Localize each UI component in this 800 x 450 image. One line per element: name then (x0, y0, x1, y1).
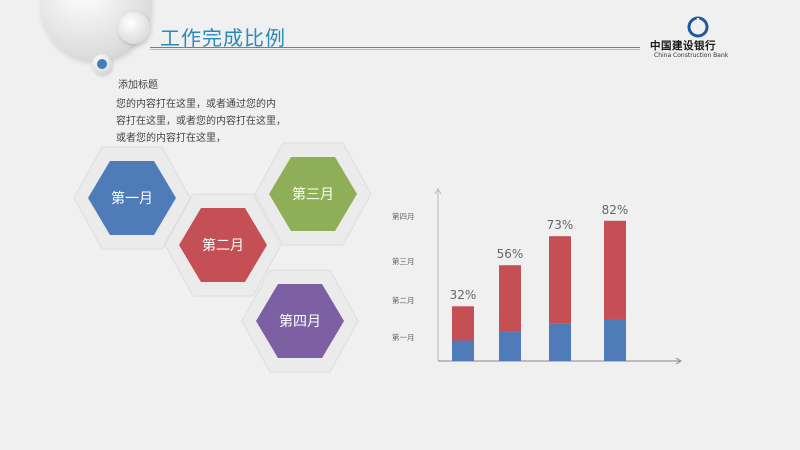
y-tick-label: 第三月 (392, 257, 415, 266)
title-divider-secondary (150, 49, 640, 50)
hexagon-label: 第一月 (111, 191, 153, 207)
bar-segment (604, 220, 626, 320)
hexagon-label: 第四月 (279, 314, 321, 330)
bar-segment (549, 323, 571, 361)
hexagon-month-1: 第一月 (72, 145, 192, 251)
bar-segment (549, 236, 571, 324)
body-line: 或者您的内容打在这里， (116, 133, 226, 144)
y-tick-label: 第二月 (392, 296, 415, 305)
body-text: 您的内容打在这里，或者通过您的内 容打在这里，或者您的内容打在这里， 或者您的内… (116, 96, 316, 147)
hexagon-shape (164, 193, 282, 297)
hexagon-shape (73, 146, 191, 250)
bar-segment (604, 319, 626, 361)
hexagon-month-2: 第二月 (163, 192, 283, 298)
bar-value-label: 73% (546, 218, 574, 233)
body-line: 容打在这里，或者您的内容打在这里， (116, 116, 286, 127)
hexagon-shape (241, 269, 359, 373)
x-axis-arrow (675, 357, 682, 365)
bank-logo-icon (687, 16, 709, 38)
y-axis-arrow (434, 188, 442, 195)
chart-svg (434, 188, 682, 365)
bank-name-cn: 中国建设银行 (650, 40, 716, 52)
decorative-circle-medium (118, 12, 150, 44)
title-divider (150, 47, 640, 48)
title-area: 工作完成比例 (160, 22, 620, 51)
page-title: 工作完成比例 (160, 26, 286, 50)
completion-chart: 第一月 第二月 第三月 第四月 32% 56% 73% 82% (380, 180, 700, 380)
hexagon-month-3: 第三月 (253, 141, 373, 247)
bar-segment (452, 340, 474, 361)
bar-segment (499, 265, 521, 332)
bank-name-en: China Construction Bank (654, 52, 729, 59)
section-subtitle: 添加标题 (118, 80, 158, 91)
decorative-dot-blue (97, 59, 107, 69)
y-tick-label: 第四月 (392, 212, 415, 221)
bank-logo: 中国建设银行 China Construction Bank (650, 16, 750, 62)
hexagon-label: 第二月 (202, 238, 244, 254)
bar-segment (452, 306, 474, 341)
hexagon-shape (254, 142, 372, 246)
bar-segment (499, 331, 521, 361)
hexagon-label: 第三月 (292, 187, 334, 203)
y-tick-label: 第一月 (392, 333, 415, 342)
bar-value-label: 82% (601, 202, 629, 217)
bar-value-label: 56% (496, 247, 524, 262)
hexagon-month-4: 第四月 (240, 268, 360, 374)
bar-value-label: 32% (449, 288, 477, 303)
body-line: 您的内容打在这里，或者通过您的内 (116, 99, 276, 110)
